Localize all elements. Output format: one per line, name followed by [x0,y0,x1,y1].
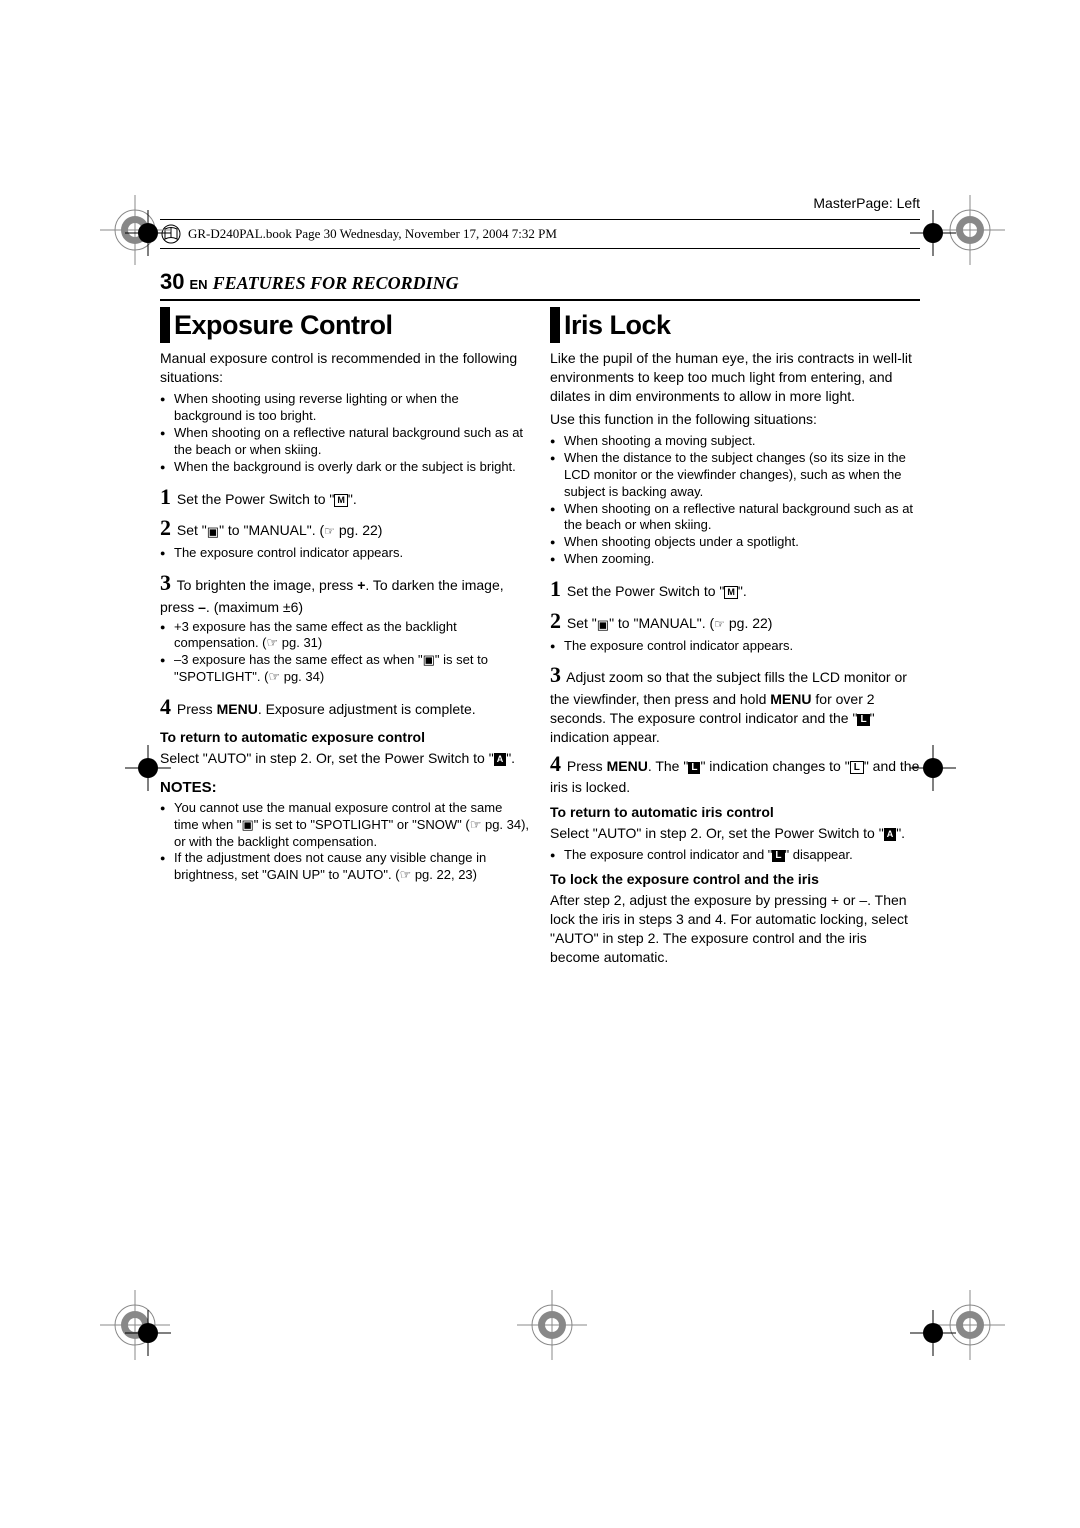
iris-intro: Like the pupil of the human eye, the iri… [550,349,920,406]
situation-item: When zooming. [550,551,920,568]
situation-item: When shooting objects under a spotlight. [550,534,920,551]
step-number: 4 [160,694,171,719]
book-header-row: GR-D240PAL.book Page 30 Wednesday, Novem… [160,219,920,249]
a-icon: A [494,753,507,766]
step-4: 4 Press MENU. The "L" indication changes… [550,749,920,798]
note-item: The exposure control indicator appears. [550,638,920,655]
registration-mark-icon [910,1310,956,1356]
exposure-situations: When shooting using reverse lighting or … [160,391,530,475]
registration-mark-icon [125,745,171,791]
camera-icon: ▣ [597,616,609,634]
bullet-item: +3 exposure has the same effect as the b… [160,619,530,653]
step-3: 3 Adjust zoom so that the subject fills … [550,660,920,746]
situation-item: When shooting using reverse lighting or … [160,391,530,425]
situation-item: When shooting on a reflective natural ba… [550,501,920,535]
situation-item: When shooting a moving subject. [550,433,920,450]
m-icon: M [334,494,348,507]
step-number: 2 [550,608,561,633]
step-number: 2 [160,515,171,540]
masterpage-label: MasterPage: Left [160,195,920,211]
camera-icon: ▣ [207,523,219,541]
page-section-title: FEATURES FOR RECORDING [213,273,459,293]
page-header: 30 EN FEATURES FOR RECORDING [160,269,920,295]
page-en: EN [190,277,208,292]
situation-item: When the background is overly dark or th… [160,459,530,476]
return-iris-heading: To return to automatic iris control [550,803,920,822]
lock-body: After step 2, adjust the exposure by pre… [550,891,920,967]
lock-heading: To lock the exposure control and the iri… [550,870,920,889]
title-accent [550,307,560,343]
step-1: 1 Set the Power Switch to "M". [550,574,920,604]
notes-list: You cannot use the manual exposure contr… [160,800,530,884]
step-1: 1 Set the Power Switch to "M". [160,482,530,512]
return-heading: To return to automatic exposure control [160,728,530,747]
iris-use: Use this function in the following situa… [550,410,920,429]
iris-title-bar: Iris Lock [550,307,920,343]
return-iris-body: Select "AUTO" in step 2. Or, set the Pow… [550,824,920,843]
step-number: 4 [550,751,561,776]
registration-mark-icon [910,210,956,256]
return-body: Select "AUTO" in step 2. Or, set the Pow… [160,749,530,768]
header-rule [160,299,920,301]
right-column: Iris Lock Like the pupil of the human ey… [550,307,920,970]
page-content: MasterPage: Left GR-D240PAL.book Page 30… [160,195,920,970]
step-number: 1 [550,576,561,601]
exposure-intro: Manual exposure control is recommended i… [160,349,530,387]
step-3: 3 To brighten the image, press +. To dar… [160,568,530,617]
bullet-item: –3 exposure has the same effect as when … [160,652,530,686]
exposure-title: Exposure Control [174,307,393,343]
page-number: 30 [160,269,184,294]
pointer-icon: ☞ [714,616,725,632]
note-item: You cannot use the manual exposure contr… [160,800,530,851]
note-item: The exposure control indicator appears. [160,545,530,562]
exposure-title-bar: Exposure Control [160,307,530,343]
l-icon: L [688,762,700,774]
step-2: 2 Set "▣" to "MANUAL". (☞ pg. 22) [160,513,530,543]
crosshair-icon [517,1290,587,1360]
registration-mark-icon [910,745,956,791]
book-header-text: GR-D240PAL.book Page 30 Wednesday, Novem… [188,226,920,242]
step-2: 2 Set "▣" to "MANUAL". (☞ pg. 22) [550,606,920,636]
registration-mark-icon [125,210,171,256]
m-icon: M [724,586,738,599]
a-icon: A [884,828,897,841]
l-icon: L [857,714,869,726]
situation-item: When shooting on a reflective natural ba… [160,425,530,459]
step3-bullets: +3 exposure has the same effect as the b… [160,619,530,687]
registration-mark-icon [125,1310,171,1356]
return-iris-note: The exposure control indicator and "L" d… [550,847,920,864]
step-number: 3 [160,570,171,595]
step2-note: The exposure control indicator appears. [160,545,530,562]
iris-situations: When shooting a moving subject. When the… [550,433,920,568]
notes-heading: NOTES: [160,778,530,798]
two-columns: Exposure Control Manual exposure control… [160,307,920,970]
step-number: 3 [550,662,561,687]
l-icon: L [772,850,784,862]
note-item: If the adjustment does not cause any vis… [160,850,530,884]
title-accent [160,307,170,343]
situation-item: When the distance to the subject changes… [550,450,920,501]
pointer-icon: ☞ [324,523,335,539]
l-outline-icon: L [850,761,864,774]
left-column: Exposure Control Manual exposure control… [160,307,530,970]
step-4: 4 Press MENU. Exposure adjustment is com… [160,692,530,722]
step-number: 1 [160,484,171,509]
step2-note: The exposure control indicator appears. [550,638,920,655]
iris-title: Iris Lock [564,307,671,343]
note-item: The exposure control indicator and "L" d… [550,847,920,864]
